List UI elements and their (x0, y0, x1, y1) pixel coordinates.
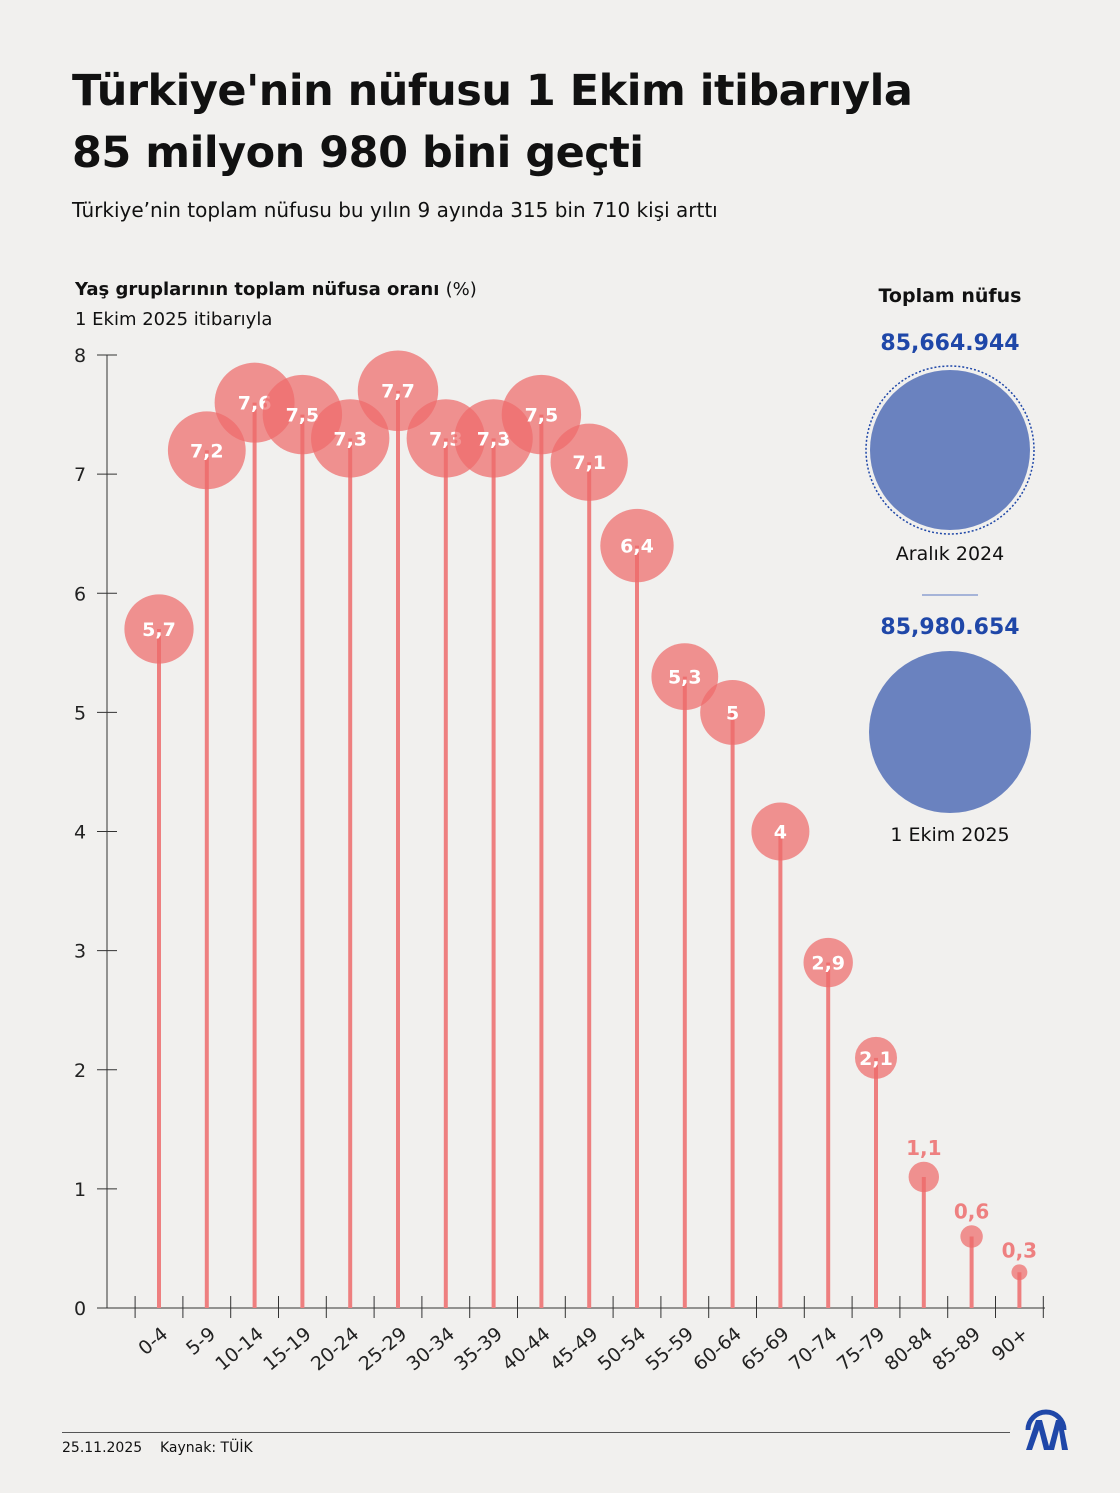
data-label: 7,5 (286, 405, 320, 427)
chart-title-unit: (%) (445, 279, 477, 300)
x-tick-label: 90+ (988, 1323, 1033, 1366)
y-tick-label: 3 (74, 941, 86, 963)
lollipop-dot (908, 1161, 940, 1193)
data-label: 7,5 (525, 405, 559, 427)
data-label: 2,9 (811, 953, 845, 975)
y-tick-label: 2 (74, 1060, 86, 1082)
data-label: 5 (726, 702, 739, 724)
lollipop-dot (1011, 1264, 1028, 1281)
lollipop-dot (600, 508, 674, 583)
y-tick-label: 8 (74, 345, 86, 367)
x-tick-label: 20-24 (307, 1323, 363, 1375)
chart-title: Yaş gruplarının toplam nüfusa oranı (%) (75, 279, 477, 300)
x-tick-label: 40-44 (498, 1323, 554, 1375)
y-tick-label: 4 (74, 822, 86, 844)
data-label: 0,6 (954, 1199, 989, 1223)
data-label: 7,3 (333, 428, 367, 450)
lollipop-dot (854, 1036, 898, 1079)
x-tick-label: 85-89 (928, 1323, 984, 1375)
total-value-2024: 85,664.944 (880, 331, 1020, 356)
x-tick-label: 55-59 (642, 1323, 698, 1375)
x-tick-label: 50-54 (594, 1323, 650, 1375)
chart-title-text: Yaş gruplarının toplam nüfusa oranı (75, 279, 440, 300)
footer-divider (62, 1432, 1010, 1433)
totals-title: Toplam nüfus (878, 285, 1022, 307)
total-value-2025: 85,980.654 (880, 615, 1020, 640)
y-tick-label: 7 (74, 464, 86, 486)
page-title: Türkiye'nin nüfusu 1 Ekim itibarıyla 85 … (72, 66, 913, 178)
aa-logo-icon (1025, 1409, 1068, 1450)
data-label: 7,3 (477, 428, 511, 450)
x-tick-label: 30-34 (403, 1323, 459, 1375)
lollipop-dot (751, 802, 810, 861)
data-label: 7,3 (429, 428, 463, 450)
lollipop-dot (550, 423, 628, 501)
footer-date: 25.11.2025 (62, 1440, 143, 1456)
data-label: 4 (774, 822, 787, 844)
x-tick-label: 65-69 (737, 1323, 793, 1375)
data-label: 7,6 (238, 393, 272, 415)
x-tick-label: 75-79 (833, 1323, 889, 1375)
data-label: 6,4 (620, 536, 654, 558)
total-outline-2024 (865, 365, 1035, 535)
x-tick-label: 0-4 (134, 1323, 172, 1360)
lollipop-dot (803, 937, 853, 988)
chart-subtitle: 1 Ekim 2025 itibarıyla (75, 309, 273, 330)
lollipop-dot (651, 643, 719, 711)
page-subtitle: Türkiye’nin toplam nüfusu bu yılın 9 ayı… (72, 198, 718, 222)
y-tick-label: 6 (74, 583, 86, 605)
lollipop-dot (501, 374, 582, 455)
x-tick-label: 45-49 (546, 1323, 602, 1375)
y-tick-label: 0 (74, 1298, 86, 1320)
x-tick-label: 15-19 (259, 1323, 315, 1375)
total-period-2024: Aralık 2024 (895, 543, 1005, 565)
y-tick-label: 5 (74, 702, 86, 724)
lollipop-dot (167, 411, 246, 490)
x-tick-label: 25-29 (355, 1323, 411, 1375)
data-label: 2,1 (859, 1048, 893, 1070)
lollipop-dot (124, 594, 194, 664)
x-tick-label: 10-14 (211, 1323, 267, 1375)
lollipop-dot (960, 1225, 983, 1248)
x-tick-label: 5-9 (182, 1323, 220, 1360)
x-tick-label: 35-39 (450, 1323, 506, 1375)
total-circle-2025 (869, 651, 1031, 813)
lollipop-dot (700, 679, 766, 745)
x-tick-label: 60-64 (689, 1323, 745, 1375)
data-label: 7,2 (190, 440, 224, 462)
y-tick-label: 1 (74, 1179, 86, 1201)
data-label: 5,7 (142, 619, 176, 641)
data-label: 5,3 (668, 667, 702, 689)
data-label: 7,7 (381, 381, 415, 403)
data-label: 1,1 (906, 1136, 941, 1160)
x-tick-label: 80-84 (881, 1323, 937, 1375)
total-period-2025: 1 Ekim 2025 (890, 824, 1010, 846)
x-tick-label: 70-74 (785, 1323, 841, 1375)
total-circle-2024 (870, 370, 1030, 530)
data-label: 7,1 (572, 452, 606, 474)
data-label: 0,3 (1002, 1238, 1037, 1262)
footer-source: Kaynak: TÜİK (160, 1440, 253, 1456)
